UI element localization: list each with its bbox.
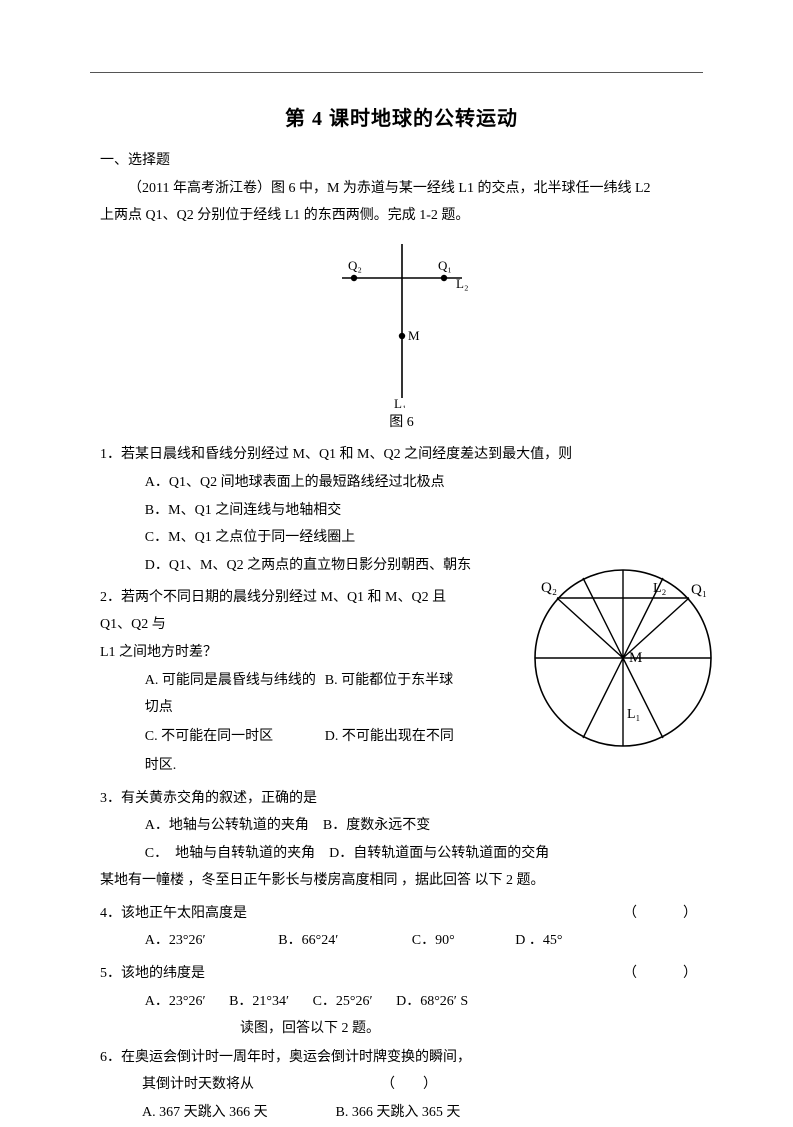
q6-opt-a: A. 367 天跳入 366 天: [142, 1100, 332, 1127]
intro-line-2: 上两点 Q1、Q2 分别位于经线 L1 的东西两侧。完成 1-2 题。: [100, 203, 703, 230]
circle-label-l1: L₁: [627, 707, 640, 722]
figure-6-caption: 图 6: [100, 410, 703, 437]
question-3: 3．有关黄赤交角的叙述，正确的是 A．地轴与公转轨道的夹角 B．度数永远不变 C…: [100, 786, 703, 895]
q5-opt-c: C．25°26′: [313, 989, 373, 1016]
circle-label-l2: L₂: [653, 581, 667, 596]
q5-opt-a: A．23°26′: [145, 989, 206, 1016]
fig6-label-q2: Q₂: [348, 258, 362, 273]
q2-opt-b: B. 可能都位于东半球: [325, 668, 505, 721]
q5-opt-b: B．21°34′: [229, 989, 289, 1016]
q5-stem: 5．该地的纬度是: [100, 966, 205, 981]
fig6-label-m: M: [408, 328, 420, 343]
page-root: 第 4 课时地球的公转运动 一、选择题 （2011 年高考浙江卷）图 6 中，M…: [0, 0, 793, 1122]
circle-figure: Q₂ Q₁ L₂ M L₁: [523, 558, 723, 758]
circle-label-m: M: [629, 650, 642, 666]
q3-options: A．地轴与公转轨道的夹角 B．度数永远不变 C． 地轴与自转轨道的夹角 D．自转…: [145, 813, 703, 867]
q4-opt-a: A．23°26′: [145, 928, 275, 955]
question-5: 5．该地的纬度是 （ ） A．23°26′ B．21°34′ C．25°26′ …: [100, 961, 703, 1043]
q2-opt-a: A. 可能同是晨昏线与纬线的切点: [145, 668, 325, 721]
top-rule: [90, 72, 703, 73]
q5-opt-d: D．68°26′ S: [396, 989, 468, 1016]
q1-opt-a: A．Q1、Q2 间地球表面上的最短路线经过北极点: [145, 470, 703, 497]
circle-label-q2: Q₂: [541, 580, 557, 596]
page-title: 第 4 课时地球的公转运动: [100, 100, 703, 138]
q6-opt-b: B. 366 天跳入 365 天: [336, 1105, 461, 1120]
q1-opt-b: B．M、Q1 之间连线与地轴相交: [145, 498, 703, 525]
q4-paren: （ ）: [623, 901, 703, 928]
q1-stem: 1．若某日晨线和昏线分别经过 M、Q1 和 M、Q2 之间经度差达到最大值，则: [100, 442, 703, 469]
q2-opt-d: D. 不可能出现在不同: [325, 724, 505, 751]
q2-options: A. 可能同是晨昏线与纬线的切点 B. 可能都位于东半球 C. 不可能在同一时区…: [145, 667, 505, 779]
q5-paren: （ ）: [623, 961, 703, 988]
q4-opt-c: C．90°: [412, 928, 512, 955]
q5-options: A．23°26′ B．21°34′ C．25°26′ D．68°26′ S: [145, 989, 703, 1016]
q6-stem: 6．在奥运会倒计时一周年时，奥运会倒计时牌变换的瞬间，: [100, 1045, 703, 1072]
q3-opt-c: C． 地轴与自转轨道的夹角: [145, 846, 315, 861]
q4-opt-d: D ．45°: [515, 928, 562, 955]
q3-opt-d: D．自转轨道面与公转轨道面的交角: [329, 846, 549, 861]
q3-lead: 某地有一幢楼 ，冬至日正午影长与楼房高度相同 ，据此回答 以下 2 题。: [100, 868, 703, 895]
fig6-label-l1: L₁: [394, 396, 406, 408]
section-heading: 一、选择题: [100, 148, 703, 175]
q2-stem-1: 2．若两个不同日期的晨线分别经过 M、Q1 和 M、Q2 且 Q1、Q2 与: [100, 585, 460, 638]
q5-lead: 读图，回答以下 2 题。: [240, 1016, 703, 1043]
figure-6: Q₂ Q₁ L₂ M L₁: [332, 238, 472, 408]
fig6-label-q1: Q₁: [438, 258, 452, 273]
q2-opt-c: C. 不可能在同一时区: [145, 724, 325, 751]
question-6: 6．在奥运会倒计时一周年时，奥运会倒计时牌变换的瞬间， 其倒计时天数将从 （ ）…: [100, 1045, 703, 1127]
q4-opt-b: B．66°24′: [278, 928, 408, 955]
q3-stem: 3．有关黄赤交角的叙述，正确的是: [100, 786, 703, 813]
question-4: 4．该地正午太阳高度是 （ ） A．23°26′ B．66°24′ C．90° …: [100, 901, 703, 955]
intro-line-1: （2011 年高考浙江卷）图 6 中，M 为赤道与某一经线 L1 的交点，北半球…: [100, 176, 703, 203]
q6-paren: （ ）: [381, 1077, 437, 1092]
fig6-label-l2: L₂: [456, 276, 468, 291]
q3-opt-a: A．地轴与公转轨道的夹角: [145, 818, 309, 833]
q2-opt-d-cont: 时区.: [145, 753, 505, 780]
q3-opt-b: B．度数永远不变: [323, 818, 430, 833]
q6-options: A. 367 天跳入 366 天 B. 366 天跳入 365 天: [142, 1100, 703, 1127]
q4-options: A．23°26′ B．66°24′ C．90° D ．45°: [145, 928, 703, 955]
q1-opt-c: C．M、Q1 之点位于同一经线圈上: [145, 525, 703, 552]
circle-label-q1: Q₁: [691, 582, 707, 598]
q6-stem-2: 其倒计时天数将从: [142, 1077, 254, 1092]
q4-stem: 4．该地正午太阳高度是: [100, 906, 247, 921]
